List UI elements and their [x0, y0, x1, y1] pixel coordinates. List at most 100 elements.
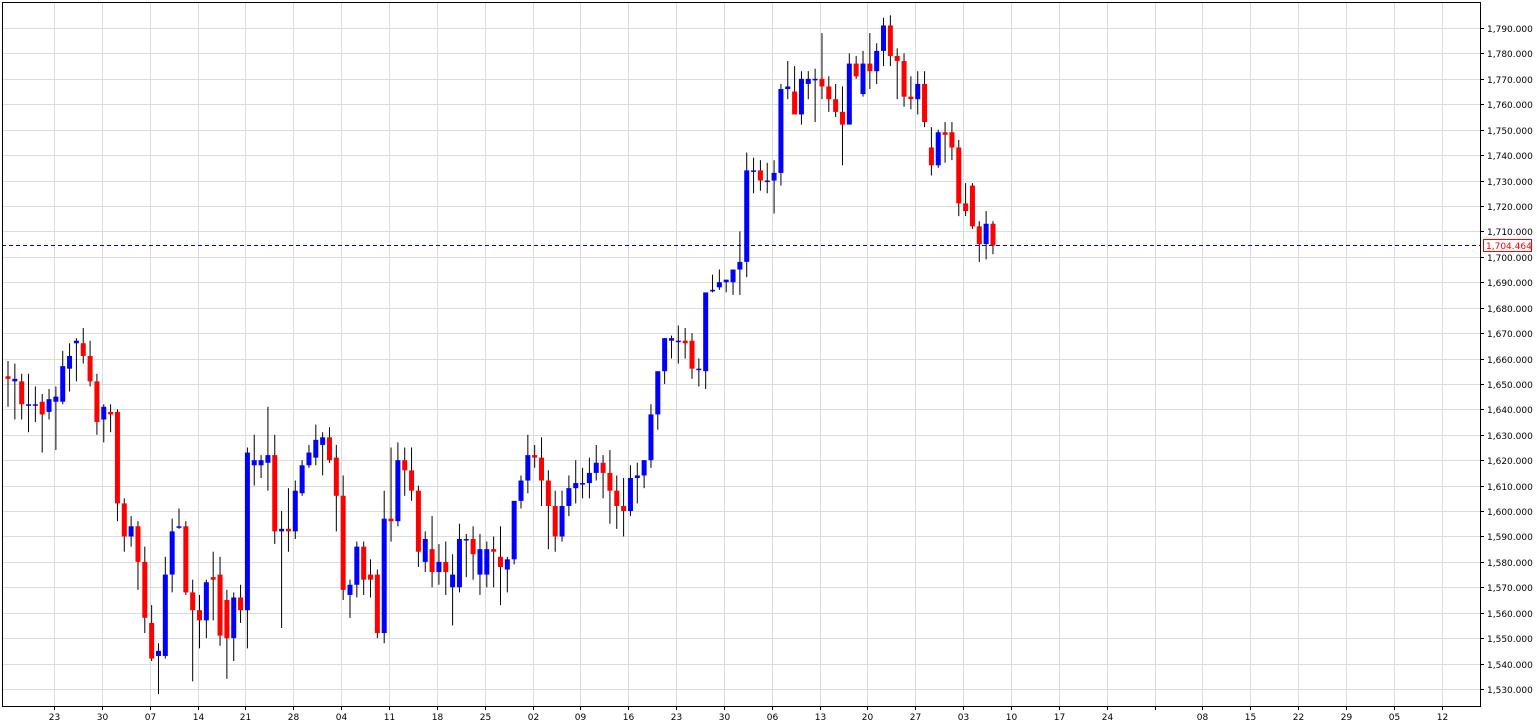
candle-body-up: [26, 404, 32, 406]
candle-body-down: [197, 610, 203, 621]
candle-body-up: [504, 559, 510, 570]
candle: [662, 338, 668, 384]
candle-body-up: [798, 78, 804, 115]
candle-body-down: [853, 63, 859, 77]
candle-body-up: [655, 371, 661, 415]
candle-body-up: [737, 261, 743, 270]
candle: [190, 579, 196, 682]
candle: [60, 350, 66, 405]
candle: [778, 83, 784, 186]
candle-body-up: [463, 539, 469, 541]
candle: [614, 475, 620, 529]
candle: [860, 50, 866, 97]
candle: [751, 157, 757, 194]
candle-body-down: [285, 528, 291, 532]
y-tick-label: 1,630.000: [1487, 432, 1533, 442]
candle-body-down: [224, 600, 230, 639]
candle-body-down: [272, 455, 278, 532]
x-tick-label: 06: [767, 713, 779, 723]
current-price-tag: 1,704.464: [1483, 239, 1532, 252]
candle-body-down: [374, 574, 380, 634]
candle-body-up: [46, 399, 52, 412]
y-tick-label: 1,680.000: [1487, 305, 1533, 315]
candle: [169, 518, 175, 593]
candle: [634, 462, 640, 504]
candle-body-up: [935, 132, 941, 166]
candle-body-down: [361, 546, 367, 580]
candle: [573, 460, 579, 504]
candle-body-down: [142, 561, 148, 618]
y-tick-label: 1,690.000: [1487, 279, 1533, 289]
y-tick-label: 1,720.000: [1487, 203, 1533, 213]
candle: [121, 498, 127, 552]
candle-body-up: [12, 378, 18, 382]
candle: [279, 511, 285, 628]
candle: [183, 521, 189, 595]
candle: [128, 516, 134, 547]
candle-body-up: [751, 170, 757, 172]
candle-body-down: [908, 96, 914, 100]
candle: [593, 444, 599, 481]
candle: [545, 470, 551, 550]
candle-body-down: [956, 147, 962, 204]
candle: [894, 48, 900, 100]
candle: [238, 584, 244, 623]
candle: [819, 33, 825, 100]
candle-body-up: [675, 340, 681, 343]
candle-body-down: [532, 455, 538, 458]
candle: [67, 343, 73, 392]
candle-body-down: [149, 622, 155, 659]
candle: [675, 325, 681, 364]
candle: [292, 480, 298, 540]
candle-body-down: [340, 495, 346, 590]
x-tick-label: 08: [1197, 713, 1209, 723]
candle: [703, 292, 709, 390]
candle-body-down: [217, 574, 223, 636]
candle: [333, 444, 339, 532]
candle: [231, 592, 237, 662]
x-tick-label: 30: [97, 713, 109, 723]
candle: [826, 76, 832, 112]
candle: [511, 500, 517, 565]
candle: [368, 559, 374, 598]
x-tick-label: 11: [384, 713, 395, 723]
y-tick-label: 1,710.000: [1487, 228, 1533, 238]
candle-body-up: [662, 338, 668, 372]
candle-body-up: [881, 25, 887, 51]
x-tick-label: 02: [528, 713, 539, 723]
y-tick-label: 1,580.000: [1487, 559, 1533, 569]
candle: [922, 71, 928, 128]
candle: [251, 434, 257, 486]
candle-body-down: [839, 111, 845, 125]
candle-body-up: [53, 396, 59, 402]
y-tick-label: 1,550.000: [1487, 635, 1533, 645]
candle: [320, 432, 326, 476]
candle: [668, 335, 674, 359]
candle: [388, 447, 394, 542]
candle: [559, 490, 565, 542]
candle-body-up: [299, 465, 305, 494]
x-tick-label: 04: [336, 713, 348, 723]
candle-body-down: [409, 470, 415, 491]
x-tick-label: 15: [1245, 713, 1256, 723]
candle-body-down: [867, 63, 873, 72]
candle: [197, 594, 203, 649]
candle: [354, 541, 360, 598]
y-tick-label: 1,530.000: [1487, 686, 1533, 696]
x-tick-label: 29: [1341, 713, 1353, 723]
candle: [26, 373, 32, 433]
candle-body-up: [785, 86, 791, 90]
candle: [627, 465, 633, 517]
candle: [285, 488, 291, 552]
candle-body-up: [354, 546, 360, 585]
candle-body-up: [566, 488, 572, 506]
candle: [162, 556, 168, 659]
x-tick-label: 28: [288, 713, 300, 723]
candle-body-up: [874, 50, 880, 72]
y-tick-label: 1,590.000: [1487, 533, 1533, 543]
candle: [901, 53, 907, 107]
x-tick-label: 12: [1437, 713, 1448, 723]
candle-body-up: [169, 531, 175, 575]
x-tick-label: 30: [719, 713, 731, 723]
y-tick-label: 1,600.000: [1487, 508, 1533, 518]
